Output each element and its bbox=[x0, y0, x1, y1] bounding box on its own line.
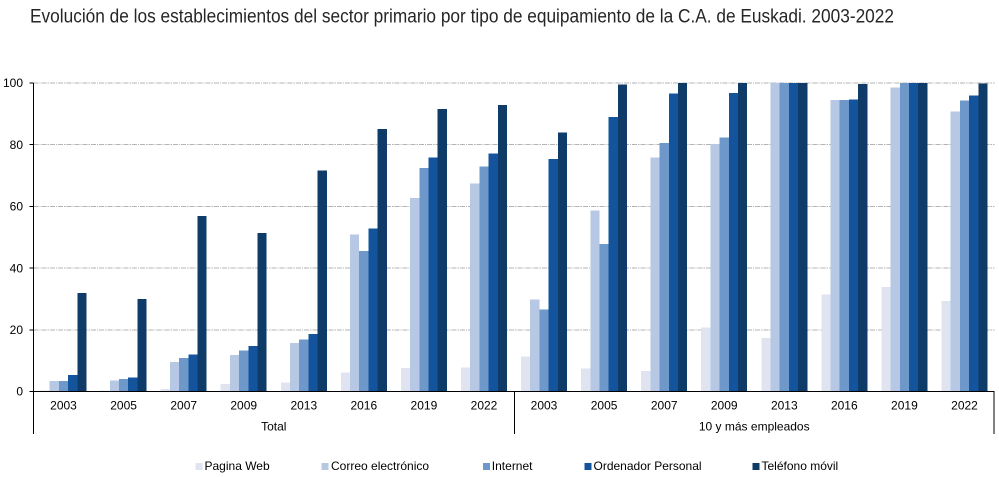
svg-text:Pagina Web: Pagina Web bbox=[205, 459, 270, 473]
svg-text:2019: 2019 bbox=[411, 399, 438, 413]
svg-text:2019: 2019 bbox=[891, 399, 918, 413]
svg-text:2003: 2003 bbox=[50, 399, 77, 413]
svg-text:10 y más empleados: 10 y más empleados bbox=[699, 420, 810, 434]
svg-text:2009: 2009 bbox=[711, 399, 738, 413]
svg-text:2013: 2013 bbox=[771, 399, 798, 413]
svg-text:2022: 2022 bbox=[471, 399, 498, 413]
svg-text:Ordenador Personal: Ordenador Personal bbox=[594, 459, 702, 473]
svg-text:2013: 2013 bbox=[290, 399, 317, 413]
svg-text:Correo electrónico: Correo electrónico bbox=[331, 459, 429, 473]
svg-text:80: 80 bbox=[10, 138, 24, 152]
svg-text:0: 0 bbox=[16, 385, 23, 399]
svg-text:2016: 2016 bbox=[350, 399, 377, 413]
svg-text:2005: 2005 bbox=[110, 399, 137, 413]
svg-text:Internet: Internet bbox=[492, 459, 533, 473]
svg-text:Total: Total bbox=[261, 420, 286, 434]
svg-text:40: 40 bbox=[10, 261, 24, 275]
svg-text:Teléfono móvil: Teléfono móvil bbox=[762, 459, 839, 473]
svg-text:2007: 2007 bbox=[170, 399, 197, 413]
svg-text:2003: 2003 bbox=[531, 399, 558, 413]
svg-text:2009: 2009 bbox=[230, 399, 257, 413]
svg-text:2016: 2016 bbox=[831, 399, 858, 413]
svg-text:2005: 2005 bbox=[591, 399, 618, 413]
svg-text:20: 20 bbox=[10, 323, 24, 337]
svg-text:Evolución de los establecimien: Evolución de los establecimientos del se… bbox=[30, 7, 894, 28]
svg-text:60: 60 bbox=[10, 200, 24, 214]
svg-text:100: 100 bbox=[3, 76, 23, 90]
svg-text:2007: 2007 bbox=[651, 399, 678, 413]
svg-text:2022: 2022 bbox=[951, 399, 978, 413]
